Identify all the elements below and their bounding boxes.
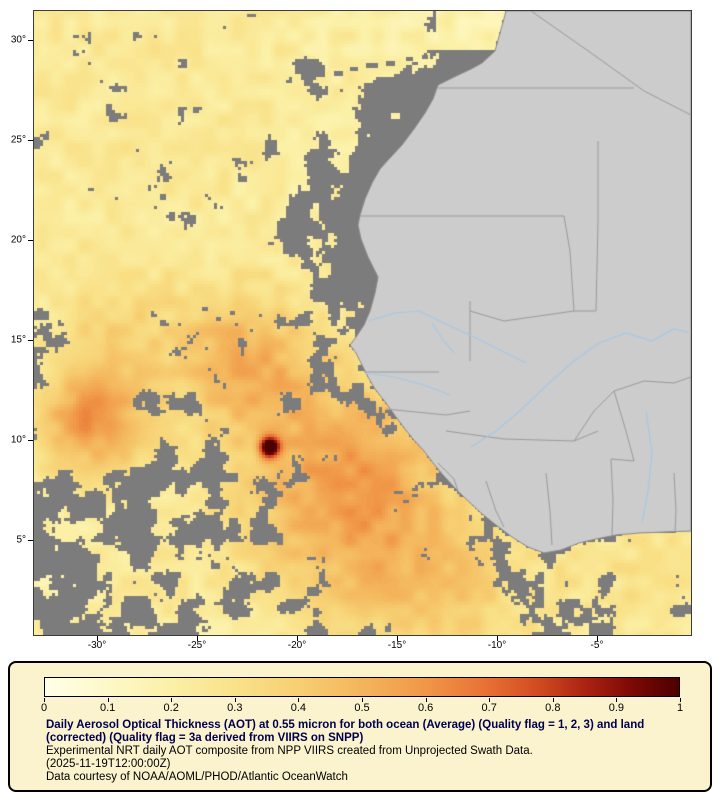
longitude-tick-label: -5° [590,640,604,651]
longitude-tick-label: -15° [387,640,407,651]
legend-captions: Daily Aerosol Optical Thickness (AOT) at… [46,719,690,784]
latitude-tick-label: 25° [10,134,26,146]
colorbar-tick-mark [298,698,300,702]
colorbar-tick-label: 0.5 [354,702,370,714]
colorbar-tick-label: 0.9 [608,702,625,714]
colorbar-tick-mark [171,698,173,702]
latitude-tick-label: 5° [16,534,26,546]
colorbar-tick-mark [107,698,109,702]
latitude-tick-mark [28,140,33,141]
longitude-tick-mark [397,636,398,641]
colorbar-tick-mark [680,698,681,702]
longitude-tick-mark [497,636,498,641]
latitude-tick-label: 30° [10,34,26,46]
latitude-tick-mark [28,340,33,341]
aot-colorbar [44,677,680,697]
colorbar-tick-label: 0.8 [545,702,561,714]
legend-timestamp: (2025-11-19T12:00:00Z) [46,758,171,770]
latitude-tick-mark [28,40,33,41]
longitude-tick-label: -25° [187,640,207,651]
longitude-tick-mark [97,636,98,641]
colorbar-tick-mark [616,698,618,702]
legend-credit: Data courtesy of NOAA/AOML/PHOD/Atlantic… [46,771,348,783]
longitude-tick-label: -10° [487,640,507,651]
colorbar-tick-mark [362,698,363,702]
longitude-tick-label: -30° [87,640,107,651]
latitude-tick-mark [28,540,33,541]
latitude-tick-label: 15° [10,334,26,346]
colorbar-tick-label: 0.1 [99,702,116,714]
longitude-tick-label: -20° [287,640,307,651]
colorbar-tick-mark [552,698,554,702]
latitude-tick-mark [28,240,33,241]
colorbar-tick-label: 0.2 [163,702,179,714]
colorbar-tick-label: 1 [676,702,684,714]
colorbar-tick-mark [44,698,45,702]
legend-title: Daily Aerosol Optical Thickness (AOT) at… [46,719,645,744]
colorbar-tick-label: 0.4 [290,702,307,714]
legend-box: 0 0.1 0.2 0.3 0.4 0.5 0.6 0.7 0.8 0.9 1 Daily Aero… [8,661,712,792]
colorbar-tick-label: 0.3 [227,702,243,714]
longitude-tick-mark [297,636,298,641]
latitude-tick-label: 10° [10,434,26,446]
colorbar-tick-mark [425,698,427,702]
colorbar-tick-mark [234,698,236,702]
aot-raster-map [33,10,692,636]
longitude-tick-mark [597,636,598,641]
colorbar-tick-label: 0 [40,702,48,714]
legend-subtitle: Experimental NRT daily AOT composite fro… [46,745,533,757]
longitude-tick-mark [197,636,198,641]
colorbar-tick-mark [489,698,491,702]
colorbar-tick-label: 0.6 [417,702,434,714]
colorbar-tick-label: 0.7 [481,702,497,714]
latitude-tick-label: 20° [10,234,26,246]
latitude-tick-mark [28,440,33,441]
